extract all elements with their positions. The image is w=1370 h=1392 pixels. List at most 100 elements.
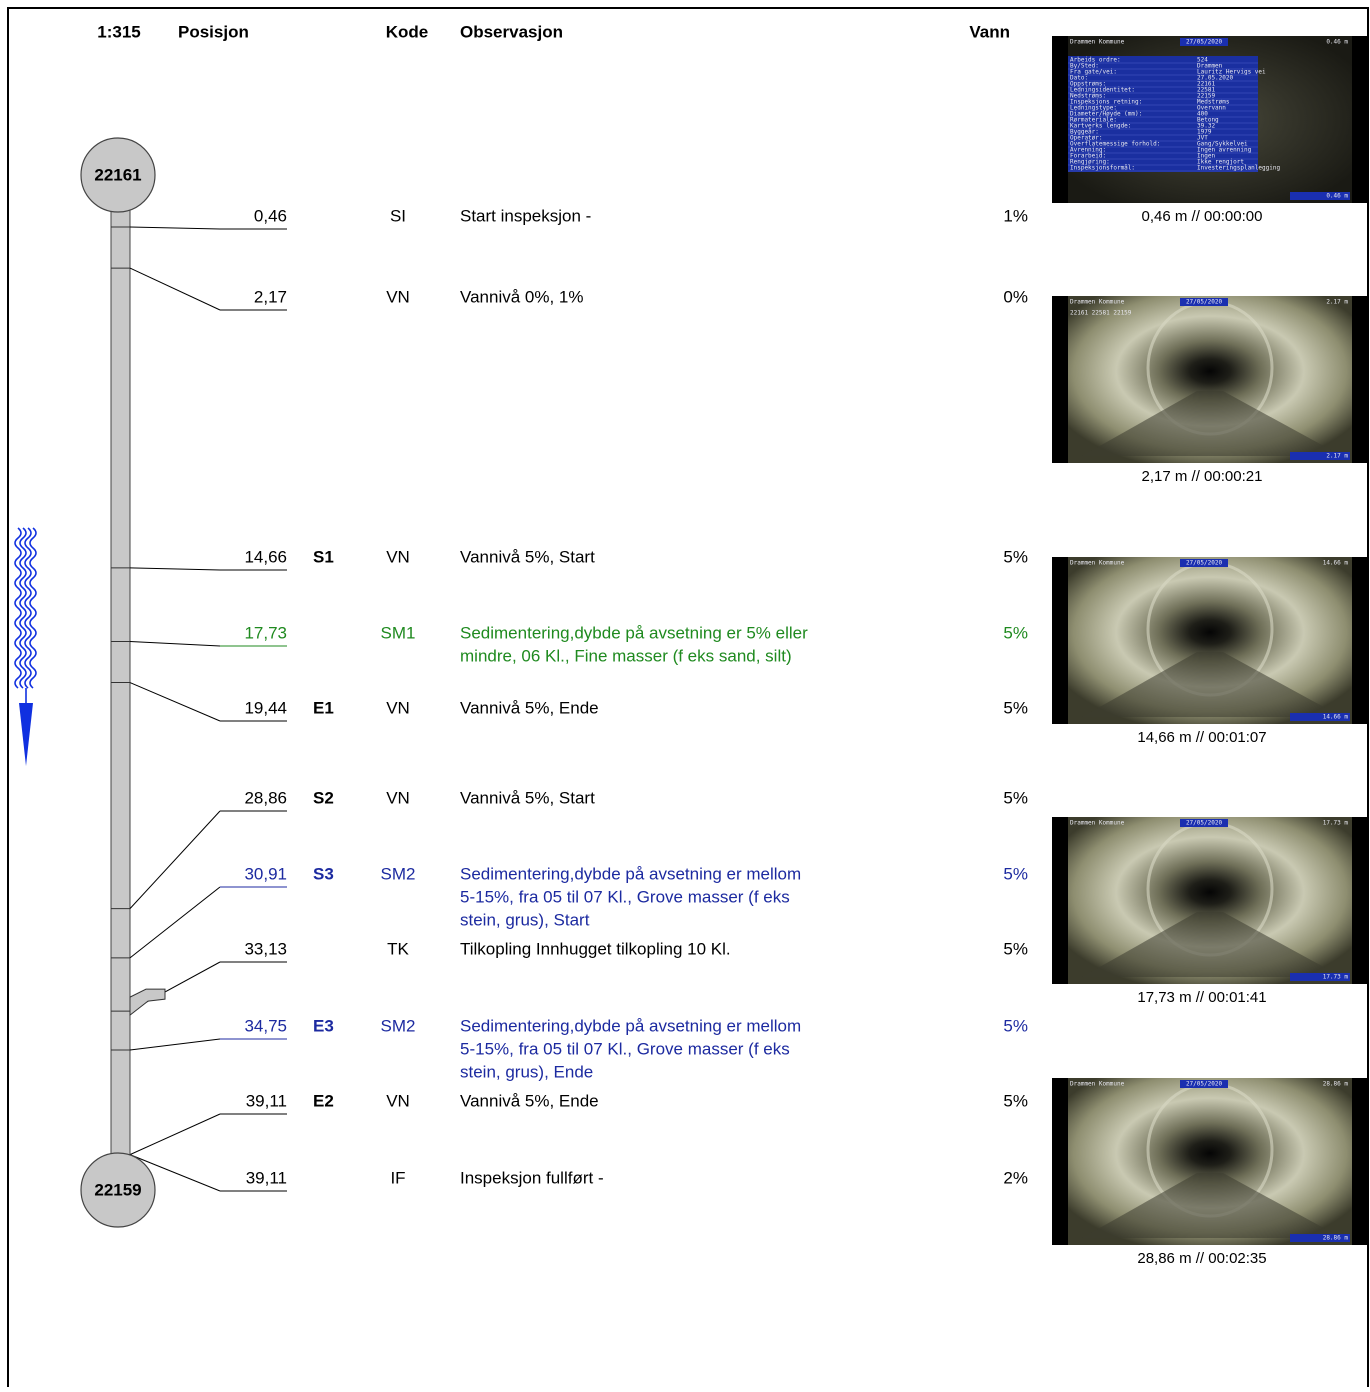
water: 5% [1003, 864, 1028, 883]
mark: E3 [313, 1016, 334, 1035]
photo-caption: 17,73 m // 00:01:41 [1137, 989, 1266, 1006]
observation: Vannivå 5%, Ende [460, 698, 599, 717]
position: 19,44 [244, 698, 287, 717]
photo-caption: 14,66 m // 00:01:07 [1137, 729, 1266, 746]
observation: Sedimentering,dybde på avsetning er mell… [460, 864, 801, 883]
connection [129, 988, 166, 1017]
photo-caption: 2,17 m // 00:00:21 [1142, 468, 1263, 485]
photo-distance: 28.86 m [1323, 1081, 1349, 1088]
leader [129, 567, 221, 571]
photo-caption: 28,86 m // 00:02:35 [1137, 1250, 1266, 1267]
observation: 5-15%, fra 05 til 07 Kl., Grove masser (… [460, 887, 790, 906]
photo-water [1082, 912, 1342, 977]
photo-info-key: Inspeksjons retning: [1070, 99, 1142, 106]
photo-info-value: Overvann [1197, 105, 1226, 112]
water: 5% [1003, 939, 1028, 958]
observation: stein, grus), Ende [460, 1062, 593, 1081]
water: 5% [1003, 547, 1028, 566]
leader [129, 1038, 221, 1051]
manhole-bottom [80, 1152, 156, 1228]
photo-info-value: Betong [1197, 117, 1219, 124]
photo-info-value: 27.05.2020 [1197, 75, 1234, 82]
photo-info-value: 1979 [1197, 129, 1212, 136]
photo-date: 27/05/2020 [1186, 299, 1223, 306]
mark: E2 [313, 1091, 334, 1110]
leader [129, 267, 221, 311]
manhole-bottom-label: 22159 [94, 1180, 141, 1199]
observation: Inspeksjon fullført - [460, 1168, 604, 1187]
code: SM2 [381, 1016, 416, 1035]
photo-distance-box [1290, 1234, 1350, 1242]
leader [129, 1113, 221, 1156]
mark: S2 [313, 788, 334, 807]
position: 39,11 [246, 1091, 287, 1110]
leaders [111, 226, 221, 1192]
photo-date: 27/05/2020 [1186, 820, 1223, 827]
photo-info-key: Avrenning: [1070, 147, 1106, 154]
code: VN [386, 1091, 410, 1110]
photo-water [1082, 652, 1342, 717]
photo-info-key: Byggeår: [1070, 129, 1099, 136]
photo-distance-bottom: 14.66 m [1323, 714, 1349, 721]
photo-caption: 0,46 m // 00:00:00 [1142, 208, 1263, 225]
photo-date: 27/05/2020 [1186, 560, 1223, 567]
leader [129, 641, 221, 647]
photo-company: Drammen Kommune [1070, 39, 1125, 46]
mark: S3 [313, 864, 334, 883]
water: 5% [1003, 623, 1028, 642]
photo-info-box [1068, 56, 1258, 172]
position: 39,11 [246, 1168, 287, 1187]
mark: E1 [313, 698, 334, 717]
position: 17,73 [244, 623, 287, 642]
photo-info-value: Lauritz Hervigs vei [1197, 69, 1266, 76]
mark: S1 [313, 547, 334, 566]
photo-info-key: Ledningstype: [1070, 105, 1117, 112]
observation: Vannivå 5%, Start [460, 788, 595, 807]
photo-distance-box [1290, 452, 1350, 460]
observation: Vannivå 5%, Start [460, 547, 595, 566]
photo-distance-bottom: 2.17 m [1326, 453, 1348, 460]
photo-info-value: Gang/Sykkelvei [1197, 141, 1248, 148]
photo-distance: 14.66 m [1323, 560, 1349, 567]
photo-info-key: Ledningsidentitet: [1070, 87, 1135, 94]
photo-distance: 0.46 m [1326, 39, 1348, 46]
leader [129, 682, 221, 722]
photo-info-key: Rørmateriale: [1070, 117, 1117, 124]
photo-info-value: Investeringsplanlegging [1197, 165, 1280, 172]
header-observation: Observasjon [460, 22, 563, 41]
water: 0% [1003, 287, 1028, 306]
observation: Start inspeksjon - [460, 206, 591, 225]
photo-info-value: 22581 [1197, 87, 1215, 94]
photo-info-value: 22161 [1197, 81, 1215, 88]
photo-info-value: Ingen avrenning [1197, 147, 1252, 154]
photo-distance-box [1290, 973, 1350, 981]
water: 5% [1003, 698, 1028, 717]
photo-info-value: 39.32 [1197, 123, 1215, 130]
leader [129, 1154, 221, 1192]
position: 0,46 [254, 206, 287, 225]
code: SM1 [381, 623, 416, 642]
water: 2% [1003, 1168, 1028, 1187]
photo-info-key: Fra gate/vei: [1070, 69, 1117, 76]
observation: Vannivå 0%, 1% [460, 287, 583, 306]
photo-date-box [1180, 1080, 1228, 1088]
photo-info-key: By/Sted: [1070, 63, 1099, 70]
header-position: Posisjon [178, 22, 249, 41]
leader [129, 226, 221, 230]
photo-date: 27/05/2020 [1186, 39, 1223, 46]
header-water: Vann [969, 22, 1010, 41]
photo-info-key: Nedstrøms: [1070, 93, 1106, 100]
photo-date-box [1180, 559, 1228, 567]
position: 33,13 [244, 939, 287, 958]
code: TK [387, 939, 409, 958]
photo-distance-box [1290, 192, 1350, 200]
position: 14,66 [244, 547, 287, 566]
rows: 0,46 SI Start inspeksjon - 1% 2,17 VN Vannivå … [220, 206, 1028, 1192]
photo-distance: 17.73 m [1323, 820, 1349, 827]
photo-info-key: Rengjøring: [1070, 159, 1110, 166]
photos: Drammen Kommune 27/05/2020 0.46 m 0.46 m Arb… [1052, 36, 1368, 1267]
water: 1% [1003, 206, 1028, 225]
